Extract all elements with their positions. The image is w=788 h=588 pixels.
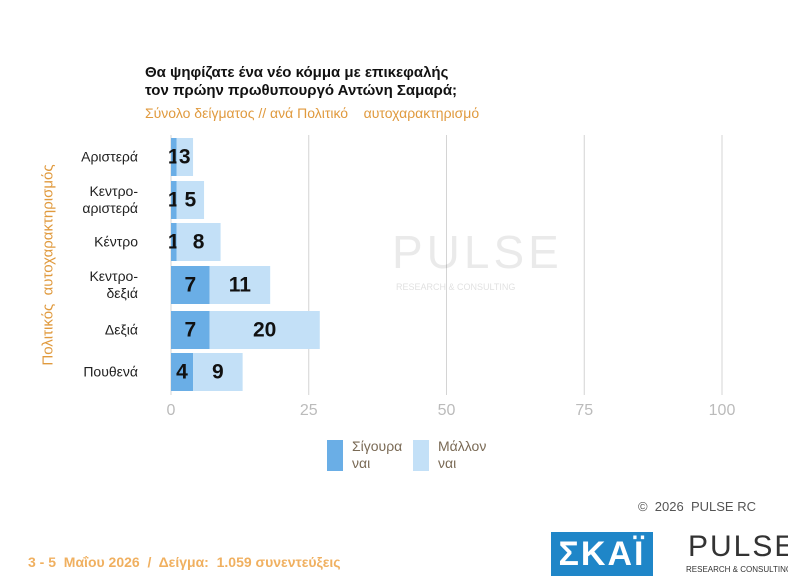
value-label: 8 (193, 231, 205, 254)
value-label: 7 (184, 274, 196, 297)
y-tick-label: Πουθενά (83, 363, 138, 380)
bar-segment (176, 138, 194, 176)
legend-label: Σίγουρα ναι (352, 438, 403, 471)
bar-segment (176, 181, 205, 219)
value-label: 7 (184, 319, 196, 342)
skai-logo: ΣΚΑΪ (551, 532, 653, 576)
footer: 3 - 5 Μαΐου 2026 / Δείγμα: 1.059 συνεντε… (28, 554, 341, 570)
bar-segment (171, 311, 210, 349)
x-tick-label: 0 (167, 402, 176, 419)
value-label: 11 (229, 274, 252, 297)
x-tick-label: 25 (300, 402, 318, 419)
x-tick-label: 75 (575, 402, 593, 419)
value-label: 3 (179, 146, 191, 169)
y-tick-label: Κεντρο- αριστερά (82, 183, 138, 216)
bar-segment (171, 181, 177, 219)
watermark: PULSE (392, 226, 563, 278)
copyright: © 2026 PULSE RC (638, 499, 756, 514)
x-tick-label: 100 (709, 402, 736, 419)
value-label: 5 (184, 189, 196, 212)
pulse-logo: PULSE (688, 530, 788, 563)
y-tick-label: Αριστερά (81, 148, 138, 165)
subtitle: Σύνολο δείγματος // ανά Πολιτικό αυτοχαρ… (145, 105, 480, 121)
watermark-sub: RESEARCH & CONSULTING (396, 282, 516, 292)
legend-label: Μάλλον ναι (438, 438, 487, 471)
y-tick-label: Κεντρο- δεξιά (89, 268, 138, 301)
value-label: 9 (212, 361, 224, 384)
bar-segment (171, 266, 210, 304)
chart-title: Θα ψηφίζατε ένα νέο κόμμα με επικεφαλής … (145, 64, 458, 99)
legend-swatch (413, 440, 429, 471)
bar-segment (171, 138, 177, 176)
bar-segment (171, 223, 177, 261)
bar-segment (209, 266, 271, 304)
pulse-logo-sub: RESEARCH & CONSULTING (686, 565, 788, 574)
bar-segment (171, 353, 194, 391)
x-tick-label: 50 (438, 402, 456, 419)
bar-segment (209, 311, 320, 349)
bar-segment (193, 353, 243, 391)
bar-segment (176, 223, 221, 261)
legend-swatch (327, 440, 343, 471)
value-label: 20 (253, 319, 276, 342)
y-tick-label: Κέντρο (94, 233, 138, 250)
y-tick-label: Δεξιά (104, 321, 138, 338)
value-label: 4 (176, 361, 188, 384)
